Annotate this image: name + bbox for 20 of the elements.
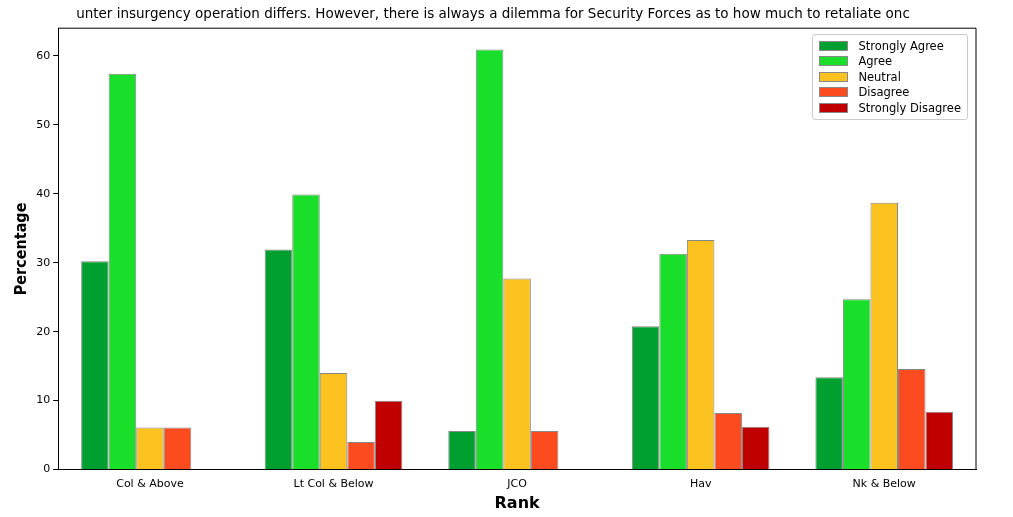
y-tick-label: 20	[36, 324, 51, 338]
x-tick-label: Nk & Below	[852, 477, 916, 491]
y-tick-label: 60	[36, 48, 51, 62]
chart-title: unter insurgency operation differs. However, there is always a dilemma for Security Forces as to how much to retaliate onc	[76, 4, 910, 21]
y-tick-label: 50	[36, 117, 51, 131]
x-tick-label: Lt Col & Below	[293, 477, 374, 491]
legend-label: Strongly Agree	[858, 38, 944, 53]
y-tick-label: 40	[36, 186, 51, 200]
y-tick-label: 30	[36, 255, 51, 269]
y-tick-label: 10	[36, 393, 51, 407]
x-tick-label: Hav	[689, 477, 712, 491]
legend-label: Neutral	[858, 69, 901, 84]
x-tick-label: Col & Above	[116, 477, 184, 491]
y-tick-label: 0	[43, 462, 51, 476]
legend-label: Disagree	[858, 85, 910, 100]
x-axis-title: Rank	[494, 492, 541, 512]
legend-label: Agree	[858, 54, 893, 69]
x-tick-label: JCO	[506, 477, 528, 491]
y-axis-title: Percentage	[10, 202, 30, 296]
legend-label: Strongly Disagree	[858, 100, 961, 115]
